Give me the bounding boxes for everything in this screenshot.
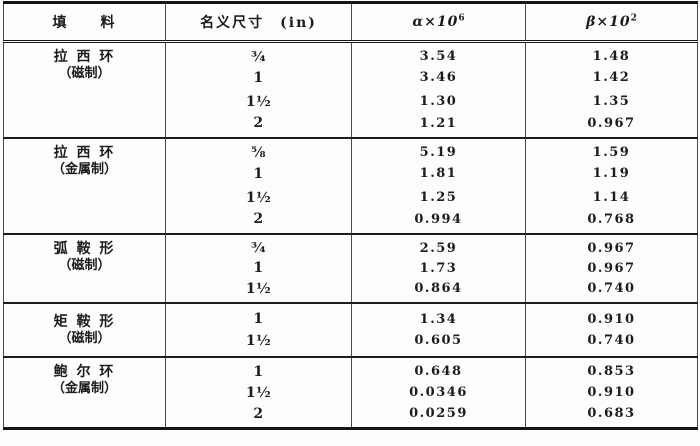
alpha-cell: 0.994 (351, 209, 526, 234)
alpha-cell: 0.648 (351, 356, 526, 381)
col-header-beta: β×102 (525, 2, 698, 42)
table-row: 1½ 0.605 0.740 (4, 329, 698, 357)
alpha-cell: 1.73 (351, 256, 526, 280)
col-header-filler: 填 料 (52, 15, 117, 31)
table-row: 拉 西 环 （金属制） ⅝ 5.19 1.59 (4, 137, 698, 177)
beta-cell: 1.42 (525, 65, 698, 90)
packing-material: （磁制） (58, 257, 111, 273)
beta-cell: 0.740 (525, 329, 698, 357)
table-row: 鲍 尔 环 （金属制） 1 0.648 0.853 (4, 356, 698, 396)
table-row: 1 3.46 1.42 (4, 65, 698, 90)
table-row: 2 0.0259 0.683 (4, 404, 698, 429)
packing-name: 鲍 尔 环 (53, 363, 116, 380)
alpha-cell: 1.21 (351, 113, 526, 138)
beta-cell: 0.910 (525, 302, 698, 330)
header-row: 填 料 名义尺寸 (in) α×106 β×102 (4, 2, 698, 42)
size-cell: 1½ (165, 185, 352, 210)
section-raschig-metal: 拉 西 环 （金属制） ⅝ 5.19 1.59 1 1.81 1.19 1½ 1… (3, 137, 698, 234)
alpha-cell: 1.81 (351, 161, 526, 186)
table-row: 拉 西 环 （磁制） ¾ 3.54 1.48 (4, 41, 698, 81)
alpha-cell: 0.864 (351, 279, 526, 303)
alpha-cell: 1.30 (351, 89, 526, 114)
packing-name: 弧 鞍 形 (53, 240, 116, 257)
packing-name-cell: 弧 鞍 形 （磁制） (4, 234, 166, 303)
size-cell: 1 (165, 65, 352, 90)
alpha-cell: 1.25 (351, 185, 526, 210)
beta-cell: 1.48 (525, 41, 698, 66)
table-row: 2 1.21 0.967 (4, 113, 698, 138)
section-pall-ring-metal: 鲍 尔 环 （金属制） 1 0.648 0.853 1½ 0.0346 0.91… (3, 356, 698, 429)
table-row: 1 1.73 0.967 (4, 256, 698, 280)
packing-name: 拉 西 环 (53, 49, 116, 65)
col-header-alpha: α×106 (351, 2, 526, 42)
size-cell: 1 (165, 161, 352, 186)
size-cell: 1 (165, 302, 352, 330)
packing-name: 拉 西 环 (53, 144, 116, 161)
table-row: 2 0.994 0.768 (4, 209, 698, 234)
alpha-cell: 3.54 (351, 41, 526, 66)
table-row: 1½ 1.30 1.35 (4, 89, 698, 114)
alpha-cell: 5.19 (351, 137, 526, 162)
size-cell: 2 (165, 113, 352, 138)
size-cell: 1½ (165, 89, 352, 114)
table-header: 填 料 名义尺寸 (in) α×106 β×102 (3, 2, 698, 42)
beta-formula: β×102 (586, 13, 637, 31)
size-cell: 1½ (165, 329, 352, 357)
packing-material: （磁制） (58, 330, 111, 346)
size-cell: 1 (165, 356, 352, 381)
packing-material: （金属制） (51, 161, 117, 177)
alpha-cell: 2.59 (351, 233, 526, 257)
alpha-cell: 3.46 (351, 65, 526, 90)
size-cell: 2 (165, 404, 352, 429)
beta-cell: 0.910 (525, 380, 698, 405)
beta-cell: 0.967 (525, 256, 698, 280)
alpha-cell: 0.0259 (351, 404, 526, 429)
packing-name-cell: 矩 鞍 形 （磁制） (4, 303, 166, 357)
alpha-cell: 0.605 (351, 329, 526, 357)
section-intalox-saddle-ceramic: 矩 鞍 形 （磁制） 1 1.34 0.910 1½ 0.605 0.740 (3, 302, 698, 357)
beta-cell: 0.967 (525, 233, 698, 257)
alpha-cell: 1.34 (351, 302, 526, 330)
packing-name-cell: 拉 西 环 （磁制） (4, 42, 166, 138)
table-row: 弧 鞍 形 （磁制） ¾ 2.59 0.967 (4, 233, 698, 273)
size-cell: 1 (165, 256, 352, 280)
section-berl-saddle-ceramic: 弧 鞍 形 （磁制） ¾ 2.59 0.967 1 1.73 0.967 1½ … (3, 233, 698, 303)
beta-cell: 1.14 (525, 185, 698, 210)
beta-cell: 1.19 (525, 161, 698, 186)
size-cell: 1½ (165, 380, 352, 405)
packing-material: （金属制） (51, 380, 117, 396)
table-row: 1½ 0.864 0.740 (4, 279, 698, 303)
table-row: 矩 鞍 形 （磁制） 1 1.34 0.910 (4, 302, 698, 346)
beta-cell: 0.683 (525, 404, 698, 429)
size-cell: ¾ (165, 233, 352, 257)
packing-constants-table: 填 料 名义尺寸 (in) α×106 β×102 拉 西 环 （磁制） ¾ 3… (3, 1, 698, 430)
alpha-formula: α×106 (412, 13, 465, 31)
packing-material: （磁制） (58, 66, 111, 82)
beta-cell: 1.35 (525, 89, 698, 114)
beta-cell: 0.967 (525, 113, 698, 138)
packing-name-cell: 拉 西 环 （金属制） (4, 138, 166, 234)
beta-cell: 0.768 (525, 209, 698, 234)
table-row: 1½ 1.25 1.14 (4, 185, 698, 210)
size-cell: ⅝ (165, 137, 352, 162)
beta-cell: 0.740 (525, 279, 698, 303)
size-cell: 1½ (165, 279, 352, 303)
packing-name-cell: 鲍 尔 环 （金属制） (4, 357, 166, 429)
table-row: 1 1.81 1.19 (4, 161, 698, 186)
col-header-nominal-size: 名义尺寸 (in) (165, 2, 352, 42)
alpha-cell: 0.0346 (351, 380, 526, 405)
table-row: 1½ 0.0346 0.910 (4, 380, 698, 405)
size-cell: ¾ (165, 41, 352, 66)
section-raschig-ceramic: 拉 西 环 （磁制） ¾ 3.54 1.48 1 3.46 1.42 1½ 1.… (3, 41, 698, 138)
packing-name: 矩 鞍 形 (53, 313, 116, 330)
size-cell: 2 (165, 209, 352, 234)
beta-cell: 0.853 (525, 356, 698, 381)
beta-cell: 1.59 (525, 137, 698, 162)
